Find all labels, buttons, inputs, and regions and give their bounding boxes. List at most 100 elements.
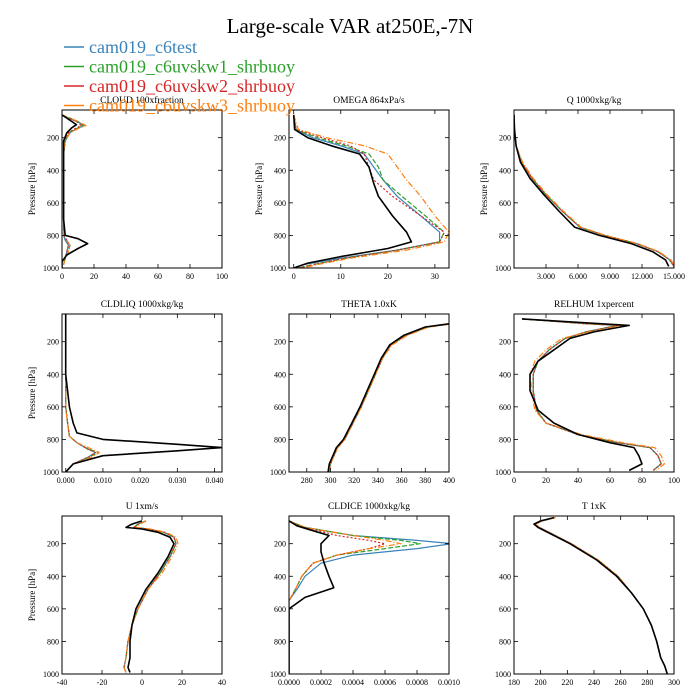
- x-tick-label: 40: [218, 678, 226, 687]
- y-axis-label: Pressure [hPa]: [479, 163, 489, 215]
- x-tick-label: 0.0002: [310, 678, 332, 687]
- x-tick-label: 0.030: [168, 476, 186, 485]
- y-tick-label: 600: [274, 605, 286, 614]
- series-line-s4: [65, 314, 100, 472]
- x-tick-label: -20: [97, 678, 108, 687]
- x-tick-label: 40: [574, 476, 582, 485]
- panel-title: CLDLIQ 1000xkg/kg: [101, 300, 184, 310]
- series-line-reference: [533, 516, 669, 674]
- series-line-reference: [514, 114, 670, 267]
- legend-entry: cam019_c6uvskw1_shrbuoy: [89, 57, 295, 77]
- x-tick-label: 0: [512, 476, 516, 485]
- legend: cam019_c6testcam019_c6uvskw1_shrbuoycam0…: [64, 37, 295, 116]
- x-tick-label: 20: [542, 476, 550, 485]
- y-tick-label: 400: [274, 370, 286, 379]
- x-tick-label: 0: [292, 272, 296, 281]
- y-tick-label: 600: [274, 199, 286, 208]
- plot-frame: [288, 515, 450, 675]
- y-tick-label: 200: [499, 540, 511, 549]
- x-tick-label: 20: [90, 272, 98, 281]
- y-tick-label: 800: [47, 435, 59, 444]
- x-tick-label: 0.020: [131, 476, 149, 485]
- x-tick-label: 380: [419, 476, 431, 485]
- panel-title: OMEGA 864xPa/s: [333, 96, 405, 106]
- x-tick-label: 0.0006: [374, 678, 396, 687]
- y-tick-label: 400: [47, 166, 59, 175]
- x-tick-label: 0.010: [94, 476, 112, 485]
- series-line-s3: [123, 520, 177, 673]
- x-tick-label: 6.000: [569, 272, 587, 281]
- plot-frame: [61, 515, 223, 675]
- y-axis-label: Pressure [hPa]: [27, 367, 37, 419]
- y-tick-label: 600: [274, 403, 286, 412]
- y-tick-label: 600: [47, 605, 59, 614]
- y-tick-label: 1000: [270, 468, 286, 477]
- x-tick-label: 9.000: [601, 272, 619, 281]
- y-tick-label: 800: [274, 231, 286, 240]
- x-tick-label: 15.000: [663, 272, 685, 281]
- y-tick-label: 600: [499, 403, 511, 412]
- panel-title: T 1xK: [582, 502, 607, 512]
- y-tick-label: 200: [274, 134, 286, 143]
- y-axis-label: Pressure [hPa]: [254, 163, 264, 215]
- series-line-reference: [64, 314, 222, 472]
- y-tick-label: 400: [47, 370, 59, 379]
- panel-omega: 0 10 20 30 200 400 600 800 1000 Pressure [hPa] OME…: [254, 96, 450, 281]
- y-axis-label: Pressure [hPa]: [27, 569, 37, 621]
- x-tick-label: -40: [57, 678, 68, 687]
- series-line-s3: [289, 520, 386, 674]
- series-line-s3: [534, 517, 668, 674]
- panel-title: U 1xm/s: [126, 502, 159, 512]
- series-line-reference: [62, 114, 89, 268]
- x-tick-label: 220: [561, 678, 573, 687]
- y-tick-label: 1000: [270, 670, 286, 679]
- x-tick-label: 60: [606, 476, 614, 485]
- x-tick-label: 280: [301, 476, 313, 485]
- series-line-s1: [293, 114, 441, 268]
- y-tick-label: 200: [499, 134, 511, 143]
- x-tick-label: 12.000: [631, 272, 653, 281]
- panel-cloud: 0 20 40 60 80 100 200 400 600 800 1000 Pressure [hP…: [27, 95, 228, 281]
- x-tick-label: 340: [372, 476, 384, 485]
- x-tick-label: 40: [122, 272, 130, 281]
- series-line-s4: [293, 114, 449, 268]
- y-tick-label: 1000: [495, 670, 511, 679]
- panel-title: CLDICE 1000xkg/kg: [328, 502, 410, 512]
- series-line-s3: [521, 318, 662, 471]
- x-tick-label: 60: [154, 272, 162, 281]
- x-tick-label: 280: [641, 678, 653, 687]
- y-tick-label: 1000: [495, 468, 511, 477]
- y-tick-label: 800: [499, 637, 511, 646]
- panel-title: CLOUD 100xfraction: [100, 95, 184, 106]
- x-tick-label: 200: [535, 678, 547, 687]
- legend-entry: cam019_c6test: [89, 37, 197, 57]
- plot-frame: [61, 109, 223, 269]
- series-line-s2: [514, 114, 674, 267]
- series-line-s4: [289, 520, 402, 674]
- y-tick-label: 200: [47, 540, 59, 549]
- x-tick-label: 0: [140, 678, 144, 687]
- y-tick-label: 1000: [43, 264, 59, 273]
- y-axis-label: Pressure [hPa]: [27, 163, 37, 215]
- series-line-s2: [521, 318, 662, 471]
- y-tick-label: 200: [274, 540, 286, 549]
- series-line-s2: [534, 517, 668, 674]
- series-line-s2: [123, 520, 177, 673]
- y-tick-label: 1000: [270, 264, 286, 273]
- x-tick-label: 0: [60, 272, 64, 281]
- plot-frame: [288, 109, 450, 269]
- x-tick-label: 80: [638, 476, 646, 485]
- x-tick-label: 0.0000: [278, 678, 300, 687]
- x-tick-label: 0.000: [57, 476, 75, 485]
- y-tick-label: 200: [47, 338, 59, 347]
- plot-frame: [513, 515, 675, 675]
- y-tick-label: 400: [274, 166, 286, 175]
- y-tick-label: 600: [47, 403, 59, 412]
- y-tick-label: 800: [47, 231, 59, 240]
- plot-frame: [513, 313, 675, 473]
- x-tick-label: 100: [216, 272, 228, 281]
- x-tick-label: 260: [615, 678, 627, 687]
- x-tick-label: 0.0004: [342, 678, 364, 687]
- y-tick-label: 1000: [495, 264, 511, 273]
- series-line-s4: [328, 323, 449, 472]
